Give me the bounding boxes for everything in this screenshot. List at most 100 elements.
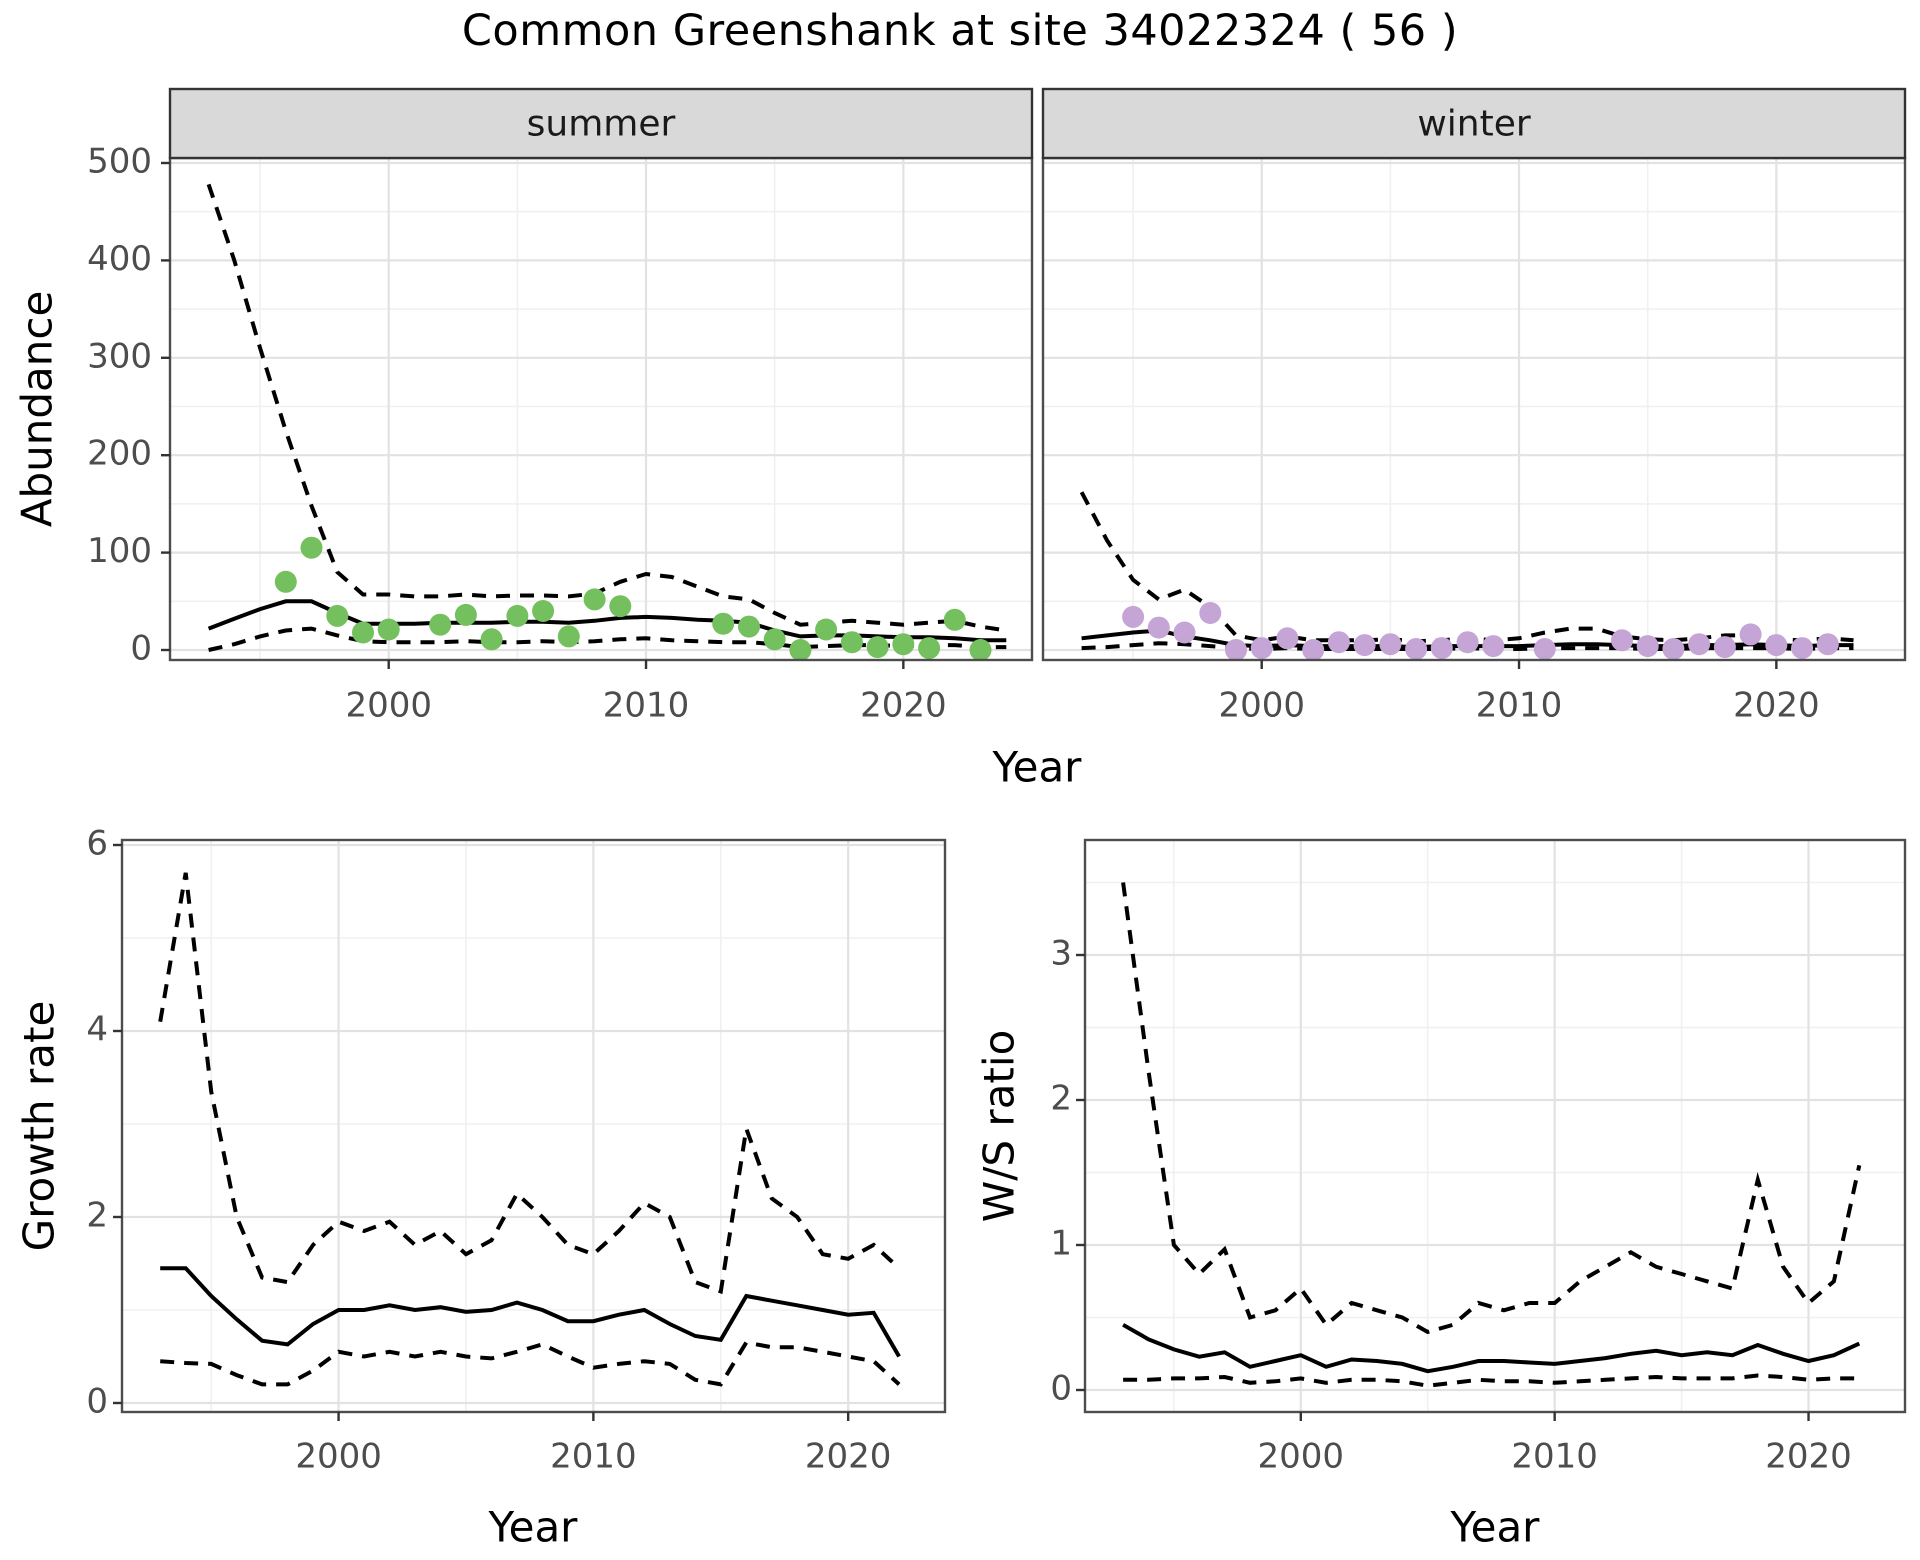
y-axis-title-growth-rate: Growth rate bbox=[15, 1001, 64, 1252]
series-lines bbox=[1121, 882, 1862, 1388]
y-tick-label: 500 bbox=[87, 142, 152, 182]
y-tick-label: 400 bbox=[87, 239, 152, 279]
y-tick-label: 6 bbox=[86, 824, 108, 864]
y-tick-label: 0 bbox=[86, 1382, 108, 1422]
data-point bbox=[1688, 633, 1711, 656]
y-axis-title-ws-ratio: W/S ratio bbox=[975, 1030, 1024, 1223]
facet-strip bbox=[168, 87, 1034, 160]
panel-ws-ratio: 2000 2010 2020 0 1 2 3 bbox=[1050, 838, 1907, 1477]
data-point bbox=[1225, 639, 1247, 661]
data-point bbox=[532, 600, 555, 622]
x-tick-label: 2000 bbox=[1218, 686, 1305, 726]
data-point bbox=[1199, 602, 1222, 624]
data-point bbox=[1533, 638, 1556, 660]
series-upper_ci bbox=[1121, 882, 1862, 1335]
y-tick-label: 1 bbox=[1050, 1224, 1072, 1264]
gridlines bbox=[1085, 840, 1905, 1412]
data-point bbox=[377, 618, 400, 641]
data-point bbox=[352, 621, 374, 644]
series-median bbox=[160, 1266, 901, 1358]
data-point bbox=[840, 631, 863, 654]
data-point bbox=[1482, 635, 1505, 658]
data-point bbox=[583, 588, 606, 611]
y-tick-label: 300 bbox=[87, 336, 152, 376]
x-tick-label: 2020 bbox=[1733, 686, 1820, 726]
data-point bbox=[274, 570, 297, 593]
x-tick-label: 2000 bbox=[295, 1437, 382, 1477]
y-axis-title-abundance: Abundance bbox=[13, 291, 62, 528]
data-point bbox=[1791, 637, 1814, 660]
data-point bbox=[815, 618, 838, 641]
observation-points bbox=[274, 536, 992, 661]
data-point bbox=[1662, 638, 1685, 660]
data-point bbox=[1173, 621, 1196, 644]
panel-abundance-summer: summer 2000 2010 2020 0 100 200 300 400 500 bbox=[87, 87, 1034, 726]
panel-background bbox=[122, 840, 945, 1412]
series-upper_ci bbox=[158, 872, 901, 1295]
panel-background bbox=[170, 158, 1032, 660]
x-tick-label: 2020 bbox=[1765, 1437, 1852, 1477]
data-point bbox=[943, 608, 966, 631]
data-point bbox=[738, 615, 760, 638]
x-tick-label: 2020 bbox=[860, 686, 947, 726]
data-point bbox=[480, 628, 503, 651]
x-tick-label: 2010 bbox=[1511, 1437, 1598, 1477]
facet-label: winter bbox=[1417, 104, 1531, 145]
observation-points bbox=[1122, 602, 1839, 661]
data-point bbox=[1353, 634, 1376, 657]
data-point bbox=[789, 639, 812, 661]
panel-background bbox=[1085, 840, 1905, 1412]
x-axis-title-ws-ratio: Year bbox=[1450, 1503, 1541, 1552]
data-point bbox=[1456, 631, 1479, 654]
series-lower_ci bbox=[160, 1340, 901, 1387]
data-point bbox=[1636, 635, 1659, 658]
data-point bbox=[969, 639, 992, 661]
gridlines bbox=[170, 158, 1032, 660]
data-point bbox=[1816, 633, 1839, 656]
panel-border bbox=[120, 838, 947, 1414]
data-point bbox=[892, 633, 915, 656]
x-tick-label: 2010 bbox=[550, 1437, 637, 1477]
series-median bbox=[1122, 1323, 1861, 1374]
series-lower_ci bbox=[1123, 1373, 1860, 1388]
y-tick-label: 2 bbox=[86, 1196, 108, 1236]
data-point bbox=[1379, 633, 1402, 656]
data-point bbox=[1302, 639, 1325, 661]
facet-strip bbox=[1041, 87, 1907, 160]
x-axis-title-top: Year bbox=[992, 743, 1083, 792]
panel-abundance-winter: winter 2000 2010 2020 bbox=[1041, 87, 1907, 726]
data-point bbox=[1122, 605, 1145, 628]
page-title: Common Greenshank at site 34022324 ( 56 … bbox=[461, 6, 1459, 56]
data-point bbox=[918, 637, 941, 660]
data-point bbox=[866, 636, 889, 659]
data-point bbox=[454, 603, 477, 626]
x-axis-title-growth-rate: Year bbox=[488, 1503, 579, 1552]
data-point bbox=[1327, 631, 1350, 654]
x-tick-label: 2000 bbox=[1258, 1437, 1345, 1477]
data-point bbox=[1430, 637, 1453, 660]
gridlines bbox=[1043, 158, 1905, 660]
y-tick-label: 200 bbox=[87, 434, 152, 474]
data-point bbox=[1276, 627, 1299, 650]
x-tick-label: 2010 bbox=[1476, 686, 1563, 726]
data-point bbox=[712, 612, 735, 635]
gridlines bbox=[122, 840, 945, 1412]
x-tick-label: 2000 bbox=[345, 686, 432, 726]
data-point bbox=[429, 613, 452, 636]
y-tick-label: 2 bbox=[1050, 1079, 1072, 1119]
data-point bbox=[609, 595, 632, 618]
data-point bbox=[763, 628, 786, 651]
facet-label: summer bbox=[527, 104, 676, 145]
y-tick-label: 4 bbox=[86, 1010, 108, 1050]
series-upper_ci bbox=[206, 183, 1007, 633]
y-tick-label: 0 bbox=[1050, 1369, 1072, 1409]
data-point bbox=[300, 536, 323, 559]
data-point bbox=[1250, 637, 1273, 660]
y-tick-label: 100 bbox=[87, 531, 152, 571]
data-point bbox=[1147, 616, 1170, 639]
x-tick-label: 2020 bbox=[805, 1437, 892, 1477]
x-tick-label: 2010 bbox=[603, 686, 690, 726]
panel-background bbox=[1043, 158, 1905, 660]
